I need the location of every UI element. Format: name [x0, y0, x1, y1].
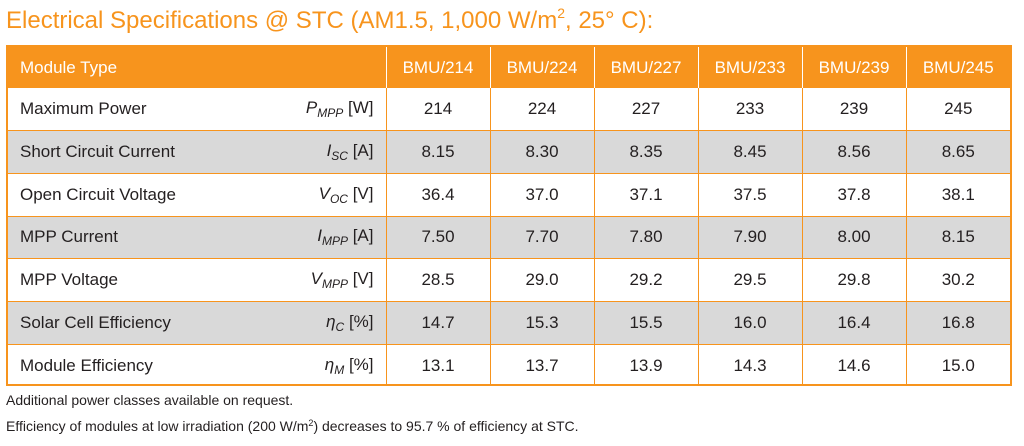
table-row: Short Circuit Current ISC [A] 8.15 8.30 8.35…	[8, 130, 1010, 174]
value-cell: 7.70	[489, 215, 594, 259]
value-cell: 8.00	[801, 215, 906, 259]
parameter-symbol: ηM [%]	[280, 343, 386, 384]
value-cell: 8.56	[801, 130, 906, 174]
footnote-power-classes: Additional power classes available on re…	[6, 392, 294, 408]
spec-table: Module Type BMU/214 BMU/224 BMU/227 BMU/…	[8, 47, 1010, 384]
value-cell: 7.80	[593, 215, 698, 259]
value-cell: 36.4	[385, 172, 490, 217]
value-cell: 8.30	[489, 130, 594, 174]
header-model: BMU/227	[593, 47, 698, 88]
table-row: Open Circuit Voltage VOC [V] 36.4 37.0 37.1 3…	[8, 172, 1010, 217]
value-cell: 13.1	[385, 343, 490, 384]
parameter-symbol: VMPP [V]	[280, 258, 386, 302]
value-cell: 15.0	[905, 343, 1010, 384]
header-model: BMU/245	[905, 47, 1010, 88]
table-row: MPP Current IMPP [A] 7.50 7.70 7.80 7.90 8.00 8…	[8, 215, 1010, 259]
value-cell: 224	[489, 88, 594, 131]
parameter-symbol: IMPP [A]	[280, 215, 386, 259]
value-cell: 13.7	[489, 343, 594, 384]
value-cell: 214	[385, 88, 490, 131]
value-cell: 28.5	[385, 258, 490, 302]
value-cell: 8.15	[385, 130, 490, 174]
header-model: BMU/224	[489, 47, 594, 88]
value-cell: 29.5	[697, 258, 802, 302]
value-cell: 16.8	[905, 300, 1010, 345]
value-cell: 14.7	[385, 300, 490, 345]
table-row: Maximum Power PMPP [W] 214 224 227 233 239 245	[8, 88, 1010, 131]
parameter-symbol: ISC [A]	[280, 130, 386, 174]
value-cell: 13.9	[593, 343, 698, 384]
value-cell: 37.1	[593, 172, 698, 217]
value-cell: 239	[801, 88, 906, 131]
value-cell: 37.5	[697, 172, 802, 217]
value-cell: 8.15	[905, 215, 1010, 259]
value-cell: 38.1	[905, 172, 1010, 217]
parameter-label: MPP Voltage	[8, 258, 280, 302]
value-cell: 16.4	[801, 300, 906, 345]
value-cell: 30.2	[905, 258, 1010, 302]
parameter-label: Solar Cell Efficiency	[8, 300, 280, 345]
header-row: Module Type BMU/214 BMU/224 BMU/227 BMU/…	[8, 47, 1010, 88]
value-cell: 245	[905, 88, 1010, 131]
parameter-symbol: ηC [%]	[280, 300, 386, 345]
header-module-type: Module Type	[8, 47, 386, 88]
page-title: Electrical Specifications @ STC (AM1.5, …	[6, 5, 654, 34]
table-row: Module Efficiency ηM [%] 13.1 13.7 13.9 14.3 1…	[8, 343, 1010, 384]
value-cell: 15.3	[489, 300, 594, 345]
footnote-low-irradiation: Efficiency of modules at low irradiation…	[6, 418, 579, 434]
value-cell: 8.45	[697, 130, 802, 174]
value-cell: 16.0	[697, 300, 802, 345]
parameter-label: MPP Current	[8, 215, 280, 259]
value-cell: 29.0	[489, 258, 594, 302]
parameter-label: Short Circuit Current	[8, 130, 280, 174]
value-cell: 37.0	[489, 172, 594, 217]
value-cell: 233	[697, 88, 802, 131]
value-cell: 37.8	[801, 172, 906, 217]
parameter-label: Open Circuit Voltage	[8, 172, 280, 217]
parameter-label: Maximum Power	[20, 99, 147, 119]
value-cell: 29.2	[593, 258, 698, 302]
parameter-label: Module Efficiency	[8, 343, 280, 384]
value-cell: 8.65	[905, 130, 1010, 174]
value-cell: 29.8	[801, 258, 906, 302]
value-cell: 15.5	[593, 300, 698, 345]
value-cell: 227	[593, 88, 698, 131]
table-row: Solar Cell Efficiency ηC [%] 14.7 15.3 15.5 1…	[8, 300, 1010, 345]
parameter-symbol: VOC [V]	[280, 172, 386, 217]
value-cell: 14.3	[697, 343, 802, 384]
value-cell: 14.6	[801, 343, 906, 384]
header-model: BMU/233	[697, 47, 802, 88]
header-model: BMU/239	[801, 47, 906, 88]
value-cell: 7.50	[385, 215, 490, 259]
spec-table-frame: Module Type BMU/214 BMU/224 BMU/227 BMU/…	[6, 45, 1012, 386]
table-row: MPP Voltage VMPP [V] 28.5 29.0 29.2 29.5 29.8 3…	[8, 258, 1010, 302]
value-cell: 8.35	[593, 130, 698, 174]
parameter-symbol: PMPP [W]	[305, 98, 374, 121]
header-model: BMU/214	[385, 47, 490, 88]
value-cell: 7.90	[697, 215, 802, 259]
